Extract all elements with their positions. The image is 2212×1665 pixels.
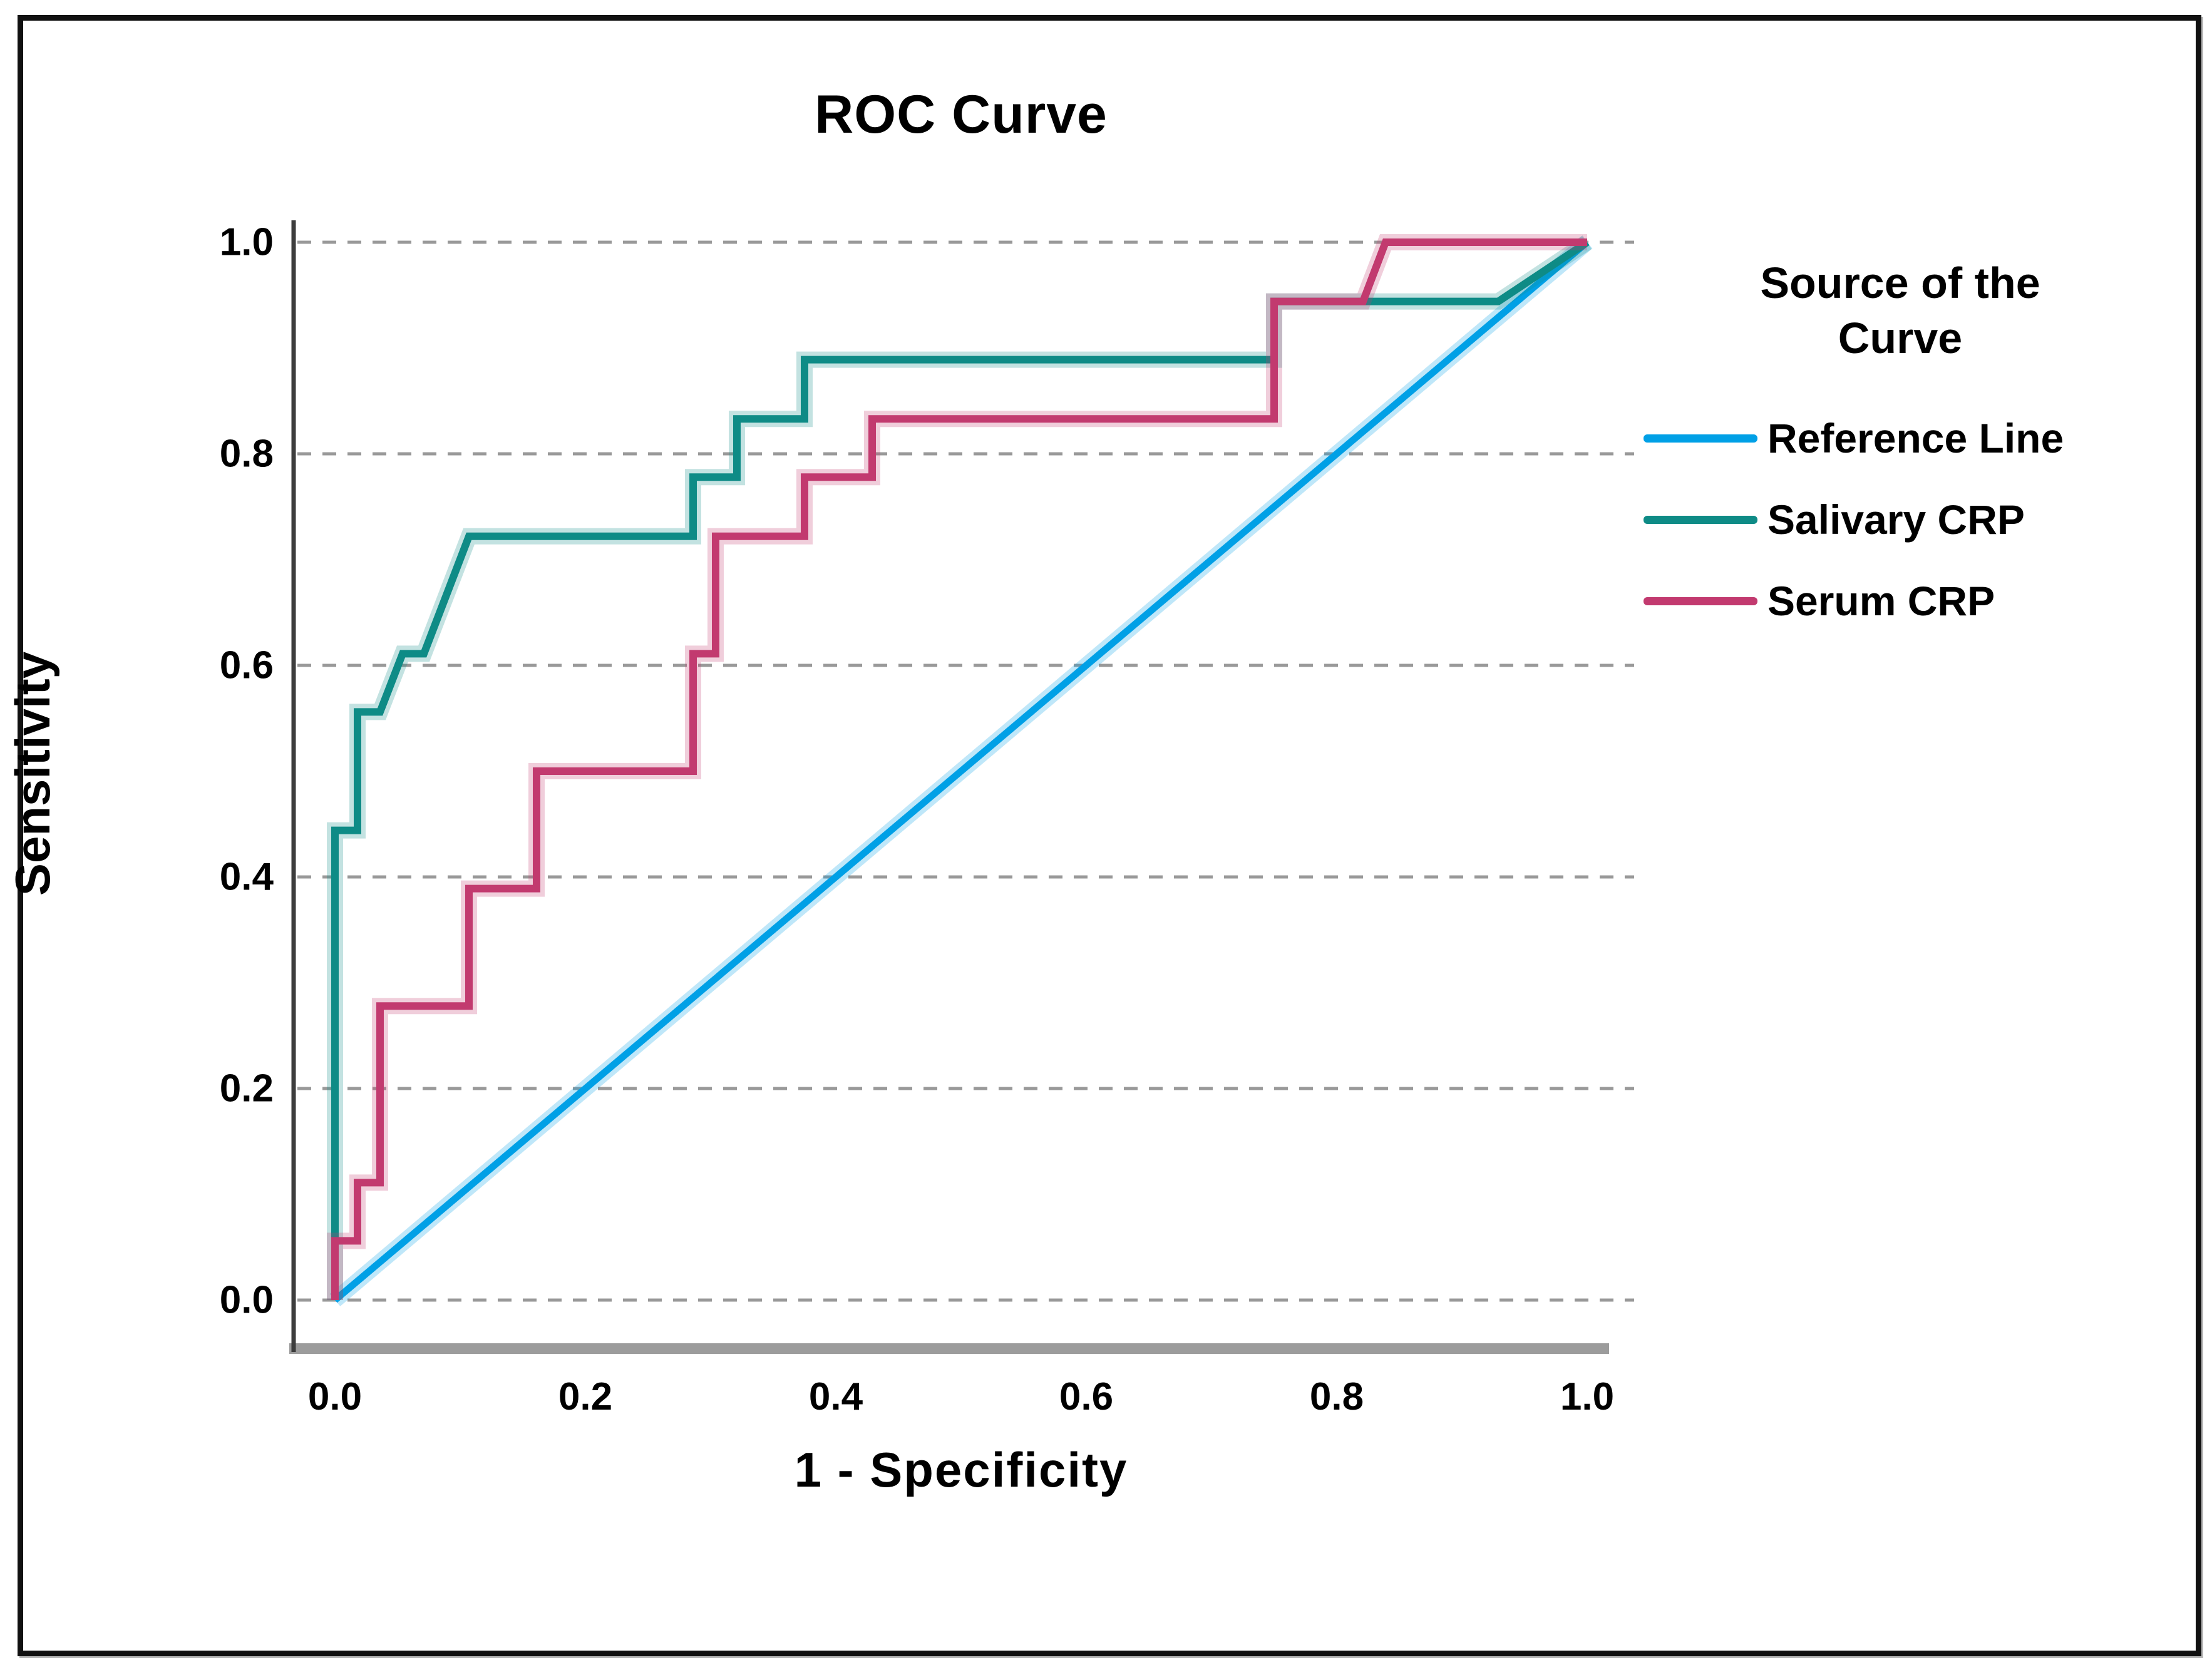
x-axis-baseline — [289, 1343, 1609, 1354]
x-tick-label-0.4: 0.4 — [808, 1375, 863, 1418]
y-tick-label-0.4: 0.4 — [219, 855, 274, 899]
curve-serum-crp — [331, 238, 1587, 1300]
y-tick-label-0.2: 0.2 — [219, 1067, 274, 1110]
y-axis-label: Sensitivity — [5, 651, 60, 896]
y-tick-label-0.8: 0.8 — [219, 432, 274, 476]
legend-label-reference-line: Reference Line — [1767, 415, 2064, 461]
legend-item-salivary-crp: Salivary CRP — [1644, 487, 2157, 552]
legend: Source of the Curve Reference Line Saliv… — [1644, 255, 2157, 633]
legend-title: Source of the Curve — [1760, 259, 2040, 362]
legend-item-list: Reference Line Salivary CRP Serum CRP — [1644, 406, 2157, 633]
axes — [289, 220, 1609, 1354]
reference-line-swatch — [1644, 434, 1757, 443]
figure-border — [18, 15, 2201, 1656]
legend-label-serum-crp: Serum CRP — [1767, 578, 1995, 624]
curves — [327, 234, 1593, 1306]
x-axis-label: 1 - Specificity — [794, 1442, 1128, 1497]
chart-title: ROC Curve — [815, 85, 1108, 145]
x-tick-label-0.0: 0.0 — [307, 1375, 363, 1418]
x-tick-label-0.8: 0.8 — [1309, 1375, 1364, 1418]
legend-item-reference-line: Reference Line — [1644, 406, 2157, 471]
serum-crp-swatch — [1644, 597, 1757, 605]
y-tick-label-1.0: 1.0 — [219, 220, 274, 264]
y-tick-label-0.6: 0.6 — [219, 643, 274, 687]
x-tick-label-0.6: 0.6 — [1059, 1375, 1114, 1418]
legend-item-serum-crp: Serum CRP — [1644, 568, 2157, 633]
legend-label-salivary-crp: Salivary CRP — [1767, 496, 2025, 543]
y-axis-line — [291, 220, 296, 1352]
curve-reference-line — [332, 239, 1590, 1303]
salivary-crp-swatch — [1644, 515, 1757, 524]
y-tick-label-0.0: 0.0 — [219, 1278, 274, 1322]
x-tick-label-0.2: 0.2 — [558, 1375, 613, 1418]
x-tick-label-1.0: 1.0 — [1560, 1375, 1615, 1418]
